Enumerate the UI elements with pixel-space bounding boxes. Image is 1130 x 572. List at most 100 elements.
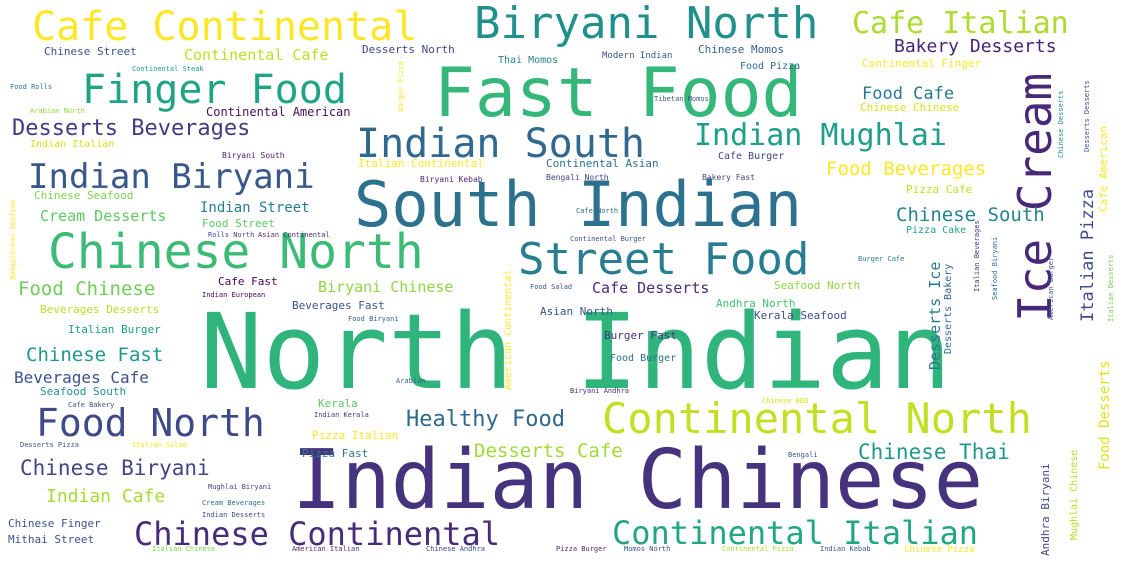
word: Bengali [788,451,818,459]
word: Pizza Italian [312,429,399,442]
word: Desserts North [362,43,455,56]
word: Bakery Fast [702,173,755,182]
word: Indian Mughlai [694,118,947,153]
word: Beverages Fast [292,299,385,312]
word: Pizza Cake [906,225,967,236]
word: Chinese Street [44,45,137,58]
word: Desserts Beverages [12,116,251,141]
word: Chinese Thai [858,440,1010,464]
word: Continental Cafe [184,46,329,64]
word: Food Chinese [18,278,156,300]
word: Cream Beverages [202,499,266,507]
word: Chinese Fast [26,344,164,366]
word: Healthy Food [406,407,565,432]
word: Cafe North [576,207,619,215]
word: Chinese Andhra [426,545,486,553]
word: Chinese Finger [8,517,101,530]
word: Burger Pizza [397,61,405,112]
word: Food Pizza [740,61,801,72]
word: Continental Pizza [722,545,794,553]
word: Food Cafe [862,84,955,104]
word: Chinese Pizza [904,545,975,555]
word: Indian South [356,121,645,167]
word: Chinese Momos [698,43,785,56]
word: Italian Salad [132,441,187,449]
word: Cafe Italian [852,6,1069,41]
word: Desserts Ice [926,261,944,370]
word: Indian Chinese [292,433,984,528]
word: Kerala Seafood [754,309,847,322]
word: Beverages Cafe [14,368,149,387]
word: Cafe Bakery [68,401,115,409]
word: Chinese BBQ [762,397,809,405]
word: American Burger [1047,256,1055,320]
word: Cafe Burger [718,151,785,162]
word: Asian Continental [258,231,330,239]
word: Chinese North [48,224,424,280]
word: Pizza Burger [556,545,607,553]
word: Food Beverages [826,158,987,180]
word: Pizza Cafe [906,183,973,196]
word: Food Biryani [348,315,399,323]
word: Cafe American [1097,125,1110,212]
word: Street Food [518,234,810,285]
word: Indian Italian [30,139,115,150]
word: Continental Finger [862,57,982,70]
word: Pizza Fast [302,447,369,460]
word: Chinese Continental [134,515,501,553]
word: Chinese Seafood [34,189,134,202]
word: Cream Desserts [40,207,167,225]
word: South Indian [354,168,802,241]
word: Kerala [318,397,358,410]
word: Momos North [624,545,671,553]
word: Seafood South [40,385,127,398]
word: Desserts Pizza [20,441,80,449]
word: Arabian North [30,107,85,115]
word: Food Rolls [10,83,53,91]
word: Italian Desserts [1107,254,1115,322]
word: Food North [36,401,265,445]
word: Bengali North [546,173,609,182]
word: Andhra North [716,297,796,310]
word: Mithai Street [8,533,95,546]
word: Fast Food [434,54,803,133]
word: Finger Food [82,67,347,113]
word: North Indian [200,291,952,413]
word: Indian Desserts [202,511,266,519]
word: Biryani Chinese [318,278,454,296]
word: American Continental [503,269,514,390]
word: Desserts Bakery [943,263,954,354]
word: Arabian [396,377,426,385]
word: Thai Momos [498,55,559,66]
word: Desserts Desserts [1083,80,1091,152]
word: Indian European [202,291,266,299]
word: Modern Indian [602,51,673,61]
word: American Italian [292,545,360,553]
word: Rolls North [208,231,255,239]
word: Tibetan Momos [654,95,709,103]
word: Food Burger [610,353,677,364]
word: Indian Kerala [314,411,369,419]
word: Seafood Biryani [991,236,999,300]
word: Cafe Desserts [592,279,710,297]
word: Indian Kebab [820,545,871,553]
word: Continental North [602,394,1032,443]
word: Italian Pizza [1078,188,1098,322]
word: Cafe Fast [218,275,278,288]
word: Burger Fast [604,329,677,342]
word: Chinese Desserts [1057,90,1065,158]
word: Continental Italian [612,514,979,552]
word: Continental Burger [570,235,646,243]
word: Food Salad [530,283,573,291]
word: Chinese Chinese [860,101,960,114]
word: Italian Chinese [152,545,216,553]
word: Indian Biryani [28,157,315,197]
word: Seafood North [774,279,861,292]
word: Continental Steak [132,65,204,73]
word: Desserts Cafe [474,440,623,462]
word: Cafe Continental [32,4,418,50]
word: Biryani Kebab [420,175,483,184]
word: Burger Cafe [858,255,905,263]
word: Continental Asian [546,157,659,170]
